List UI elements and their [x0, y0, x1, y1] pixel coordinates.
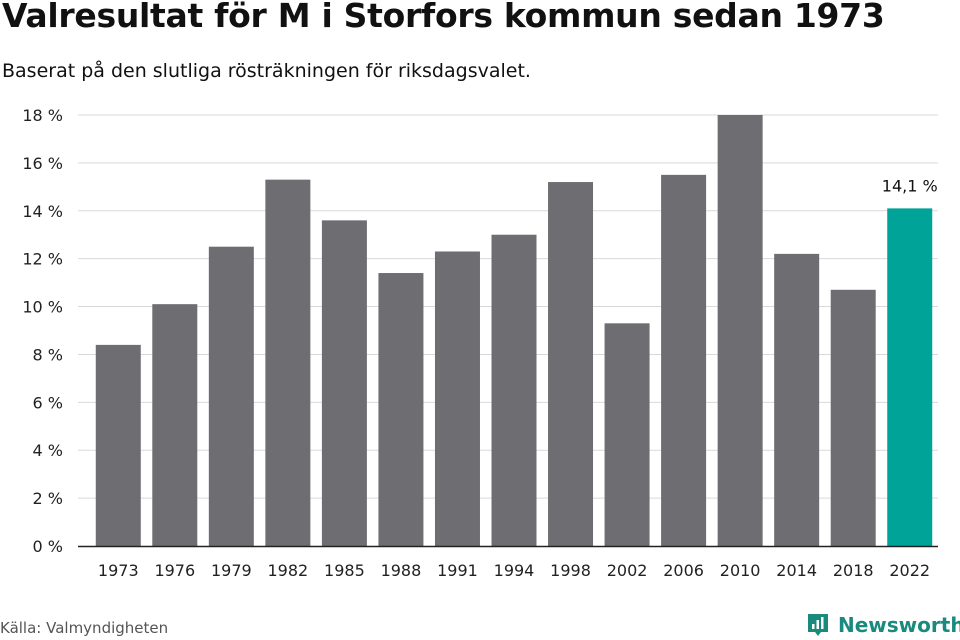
- bar-2014: [774, 253, 820, 546]
- bar-2002: [604, 323, 650, 546]
- bar-1998: [548, 182, 594, 547]
- x-tick-label: 1998: [550, 561, 591, 580]
- x-tick-label: 1991: [437, 561, 478, 580]
- y-tick-label: 12 %: [22, 250, 63, 269]
- bar-1994: [491, 234, 537, 546]
- x-tick-label: 2002: [607, 561, 648, 580]
- x-axis-ticks: 1973 1976 1979 1982 1985 1988 1991 1994 1998 2002…: [98, 561, 930, 580]
- bar-1982: [265, 179, 311, 546]
- x-tick-label: 2022: [889, 561, 930, 580]
- x-tick-label: 1979: [211, 561, 252, 580]
- y-axis-ticks: 0 % 2 % 4 % 6 % 8 % 10 % 12 % 14 % 16 % 18 %: [22, 106, 63, 556]
- y-tick-label: 4 %: [33, 441, 63, 460]
- bar-2022: [887, 208, 933, 546]
- x-tick-label: 2018: [833, 561, 874, 580]
- brand-logo: Newsworthy: [806, 610, 960, 640]
- bar-1991: [434, 251, 480, 546]
- x-tick-label: 1982: [268, 561, 309, 580]
- data-labels: 14,1 %: [882, 176, 938, 195]
- y-tick-label: 8 %: [33, 345, 63, 364]
- bar-2006: [661, 174, 707, 546]
- bars: [95, 115, 933, 547]
- y-tick-label: 0 %: [33, 537, 63, 556]
- bar-2010: [717, 115, 763, 546]
- x-tick-label: 1988: [381, 561, 422, 580]
- y-tick-label: 18 %: [22, 106, 63, 125]
- x-tick-label: 2010: [720, 561, 761, 580]
- source-note: Källa: Valmyndigheten: [0, 619, 169, 637]
- bar-1985: [321, 220, 367, 546]
- x-tick-label: 2014: [776, 561, 817, 580]
- bar-1988: [378, 273, 424, 546]
- chart-title: Valresultat för M i Storfors kommun seda…: [2, 0, 885, 35]
- x-tick-label: 1985: [324, 561, 365, 580]
- y-tick-label: 16 %: [22, 154, 63, 173]
- y-tick-label: 10 %: [22, 298, 63, 317]
- x-tick-label: 1973: [98, 561, 139, 580]
- bar-1979: [208, 246, 254, 546]
- x-tick-label: 2006: [663, 561, 704, 580]
- x-tick-label: 1994: [494, 561, 535, 580]
- y-tick-label: 2 %: [33, 489, 63, 508]
- newsworthy-logo-icon: [808, 614, 828, 636]
- chart-subtitle: Baserat på den slutliga rösträkningen fö…: [2, 60, 531, 82]
- y-tick-label: 6 %: [33, 393, 63, 412]
- bar-2018: [830, 289, 876, 546]
- y-tick-label: 14 %: [22, 202, 63, 221]
- bar-1976: [152, 304, 198, 546]
- data-label-2022: 14,1 %: [882, 176, 938, 195]
- x-tick-label: 1976: [154, 561, 195, 580]
- brand-name: Newsworthy: [838, 613, 960, 637]
- bar-1973: [95, 344, 141, 546]
